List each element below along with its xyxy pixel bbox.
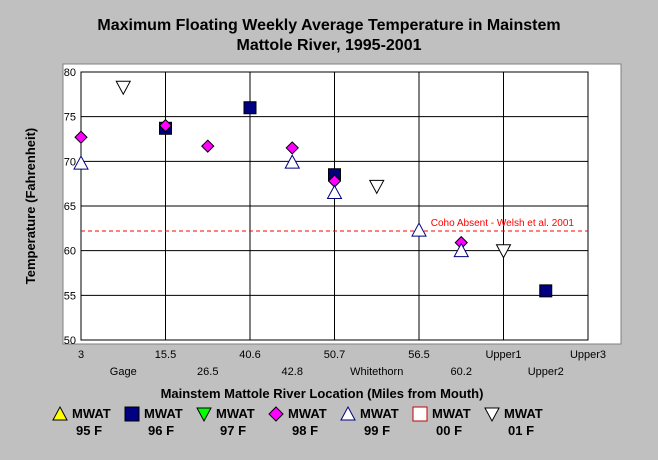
legend-marker (412, 406, 428, 422)
y-tick-label: 60 (64, 246, 76, 258)
x-tick-label: 60.2 (451, 366, 472, 378)
data-point (411, 222, 427, 237)
grid-layer (80, 71, 589, 341)
x-tick-label: 50.7 (324, 349, 345, 361)
legend-entry-line2: 96 F (148, 423, 174, 438)
legend-entry-line1: MWAT (360, 406, 399, 421)
legend-entry-line2: 98 F (292, 423, 318, 438)
data-point (201, 139, 215, 153)
chart-subtitle: Mattole River, 1995-2001 (237, 37, 422, 54)
x-tick-label: 56.5 (408, 349, 429, 361)
data-point (453, 242, 470, 258)
legend-entry-line1: MWAT (288, 406, 327, 421)
x-tick-label: 26.5 (197, 366, 218, 378)
x-tick-label: 40.6 (239, 349, 260, 361)
reference-line-label: Coho Absent - Welsh et al. 2001 (431, 218, 575, 229)
data-point (115, 80, 132, 96)
data-point (368, 179, 385, 195)
data-point (73, 155, 89, 170)
y-tick-label: 80 (64, 67, 76, 79)
y-tick-label: 70 (64, 156, 76, 168)
reference-layer: Coho Absent - Welsh et al. 2001 (81, 218, 588, 232)
legend-marker (268, 406, 284, 422)
y-tick-label: 75 (64, 112, 76, 124)
x-tick-label: 3 (78, 349, 84, 361)
x-tick-labels: 3 Gage 15.5 26.5 40.6 42.8 50.7 Whitethorn 56.5 6… (78, 349, 606, 378)
data-point (74, 130, 88, 144)
legend-entry-line2: 01 F (508, 423, 534, 438)
legend-marker (52, 405, 68, 421)
y-tick-label: 50 (64, 335, 76, 347)
marker-layer (73, 80, 553, 298)
legend-marker (484, 407, 500, 423)
data-point (285, 141, 299, 155)
x-tick-label: Upper1 (485, 349, 521, 361)
legend-entry-line2: 00 F (436, 423, 462, 438)
x-tick-label: 15.5 (155, 349, 176, 361)
x-tick-label: 42.8 (282, 366, 303, 378)
legend: MWAT 95 F MWAT 96 F MWAT 97 F MWAT 98 F MWAT 99 F… (52, 405, 543, 438)
y-tick-label: 55 (64, 290, 76, 302)
chart-title: Maximum Floating Weekly Average Temperat… (97, 17, 560, 34)
data-point (495, 244, 512, 259)
legend-entry-line1: MWAT (432, 406, 471, 421)
x-tick-label: Whitethorn (350, 366, 403, 378)
x-tick-label: Upper2 (528, 366, 564, 378)
y-tick-labels: 50 55 60 65 70 75 80 (64, 67, 76, 347)
y-axis-label: Temperature (Fahrenheit) (23, 128, 38, 285)
legend-entry-line1: MWAT (72, 406, 111, 421)
data-point (243, 101, 257, 115)
data-point (539, 284, 553, 298)
legend-marker (124, 406, 140, 422)
legend-entry-line2: 99 F (364, 423, 390, 438)
legend-marker (340, 405, 356, 421)
data-point (158, 118, 173, 133)
x-tick-label: Gage (110, 366, 137, 378)
legend-entry-line2: 97 F (220, 423, 246, 438)
y-tick-label: 65 (64, 201, 76, 213)
x-axis-label: Mainstem Mattole River Location (Miles f… (161, 386, 484, 401)
x-tick-label: Upper3 (570, 349, 606, 361)
legend-entry-line1: MWAT (216, 406, 255, 421)
legend-entry-line1: MWAT (144, 406, 183, 421)
legend-marker (196, 407, 212, 423)
legend-entry-line1: MWAT (504, 406, 543, 421)
data-point (326, 184, 343, 200)
data-point (284, 154, 301, 169)
legend-entry-line2: 95 F (76, 423, 102, 438)
